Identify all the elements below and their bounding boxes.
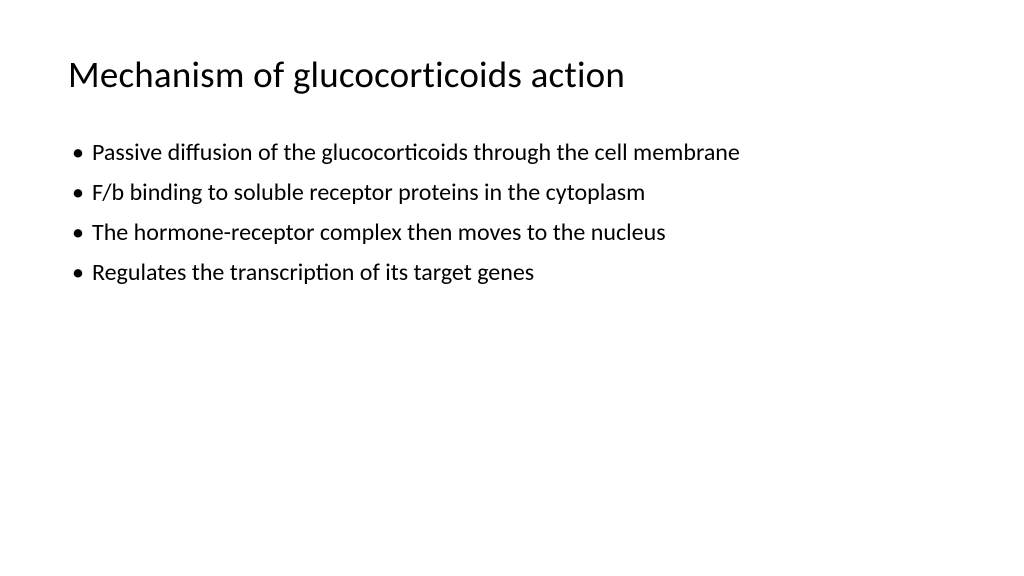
bullet-list: Passive diffusion of the glucocorticoids… <box>68 135 956 291</box>
bullet-item: Passive diffusion of the glucocorticoids… <box>72 135 956 171</box>
bullet-item: F/b binding to soluble receptor proteins… <box>72 175 956 211</box>
bullet-item: The hormone-receptor complex then moves … <box>72 215 956 251</box>
bullet-item: Regulates the transcription of its targe… <box>72 255 956 291</box>
slide-title: Mechanism of glucocorticoids action <box>68 52 956 97</box>
